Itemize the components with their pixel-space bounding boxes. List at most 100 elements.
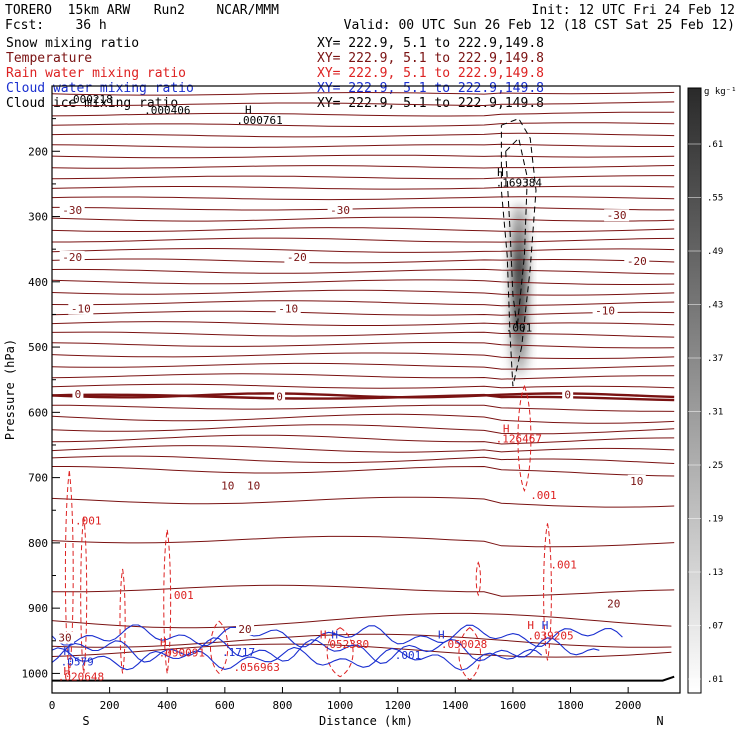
temperature-label-bg bbox=[604, 597, 623, 610]
y-tick-label: 700 bbox=[28, 472, 48, 485]
x-axis-title: Distance (km) bbox=[319, 714, 413, 728]
legend-field-name: Snow mixing ratio bbox=[6, 36, 139, 51]
rain-water-contour bbox=[209, 620, 229, 675]
temperature-contour bbox=[52, 373, 675, 380]
plot-area: -30 -30 -30 -20 -20 -20 -10 -10 -10 0 0 0 10 10 10 20 20… bbox=[52, 91, 675, 684]
value-annotation: .001 bbox=[75, 515, 102, 528]
temperature-contour bbox=[52, 404, 675, 412]
colorbar-tick-label: .31 bbox=[707, 408, 723, 418]
temperature-contour bbox=[52, 584, 675, 597]
x-tick-label: 1800 bbox=[557, 699, 584, 712]
plot-frame bbox=[51, 85, 681, 694]
temperature-label-bg bbox=[624, 254, 650, 267]
value-annotation: .169384 bbox=[496, 177, 543, 190]
temperature-contour bbox=[52, 321, 675, 326]
rain-water-contour bbox=[80, 516, 88, 674]
temperature-contour bbox=[52, 196, 675, 201]
rain-water-contour bbox=[64, 471, 74, 674]
temperature-label-bg bbox=[218, 479, 237, 492]
value-annotation: H bbox=[320, 628, 327, 641]
x-tick-label: 1400 bbox=[442, 699, 469, 712]
legend-field-name: Rain water mixing ratio bbox=[6, 66, 186, 81]
temperature-label: -20 bbox=[62, 251, 82, 264]
colorbar-tick-label: .13 bbox=[707, 568, 723, 578]
temperature-label-bg bbox=[244, 479, 263, 492]
value-annotation: .001 bbox=[550, 558, 577, 571]
temperature-label: -20 bbox=[627, 255, 647, 268]
temperature-contour bbox=[52, 434, 675, 445]
temperature-label: -10 bbox=[278, 303, 298, 316]
temperature-label-bg bbox=[274, 390, 286, 403]
cloud-ice-contour bbox=[505, 137, 528, 328]
temperature-contour bbox=[52, 289, 675, 296]
value-annotation: .0579 bbox=[61, 656, 94, 669]
header-forecast-hour: Fcst: 36 h bbox=[5, 18, 107, 33]
temperature-label: 30 bbox=[58, 632, 71, 645]
value-annotation: H bbox=[160, 636, 167, 649]
temperature-contour bbox=[52, 310, 675, 316]
colorbar: .61 .55 .49 .43 .37 .31 .25 .19 .13 .07 .01 g kg⁻¹ bbox=[687, 87, 737, 694]
temperature-contour bbox=[52, 122, 675, 127]
value-annotation: .056963 bbox=[233, 661, 279, 674]
rain-water-contour bbox=[543, 523, 552, 661]
temperature-label: -20 bbox=[287, 251, 307, 264]
x-tick-label: 1000 bbox=[327, 699, 354, 712]
y-tick-label: 900 bbox=[28, 602, 48, 615]
legend-field-name: Cloud ice mixing ratio bbox=[6, 96, 178, 111]
temperature-label-bg bbox=[68, 302, 94, 315]
temperature-contour bbox=[52, 279, 675, 285]
temperature-contour bbox=[52, 165, 675, 169]
temperature-contour bbox=[52, 185, 675, 190]
y-tick-label: 300 bbox=[28, 211, 48, 224]
y-tick-label: 1000 bbox=[22, 667, 49, 680]
temperature-contour bbox=[52, 143, 675, 148]
temperature-contour bbox=[52, 132, 675, 138]
header-valid-time: Valid: 00 UTC Sun 26 Feb 12 (18 CST Sat … bbox=[344, 18, 735, 33]
temperature-contour bbox=[52, 633, 672, 648]
temperature-label: -30 bbox=[62, 204, 82, 217]
value-annotation: .000761 bbox=[236, 114, 282, 127]
value-annotation: .001 bbox=[506, 321, 532, 334]
value-annotation: H bbox=[245, 103, 252, 116]
value-annotation: H bbox=[331, 628, 338, 641]
temperature-contour bbox=[52, 352, 675, 359]
temperature-label: 10 bbox=[630, 475, 643, 488]
temperature-contour bbox=[52, 175, 675, 180]
colorbar-scale bbox=[687, 87, 702, 694]
x-tick-label: 800 bbox=[273, 699, 293, 712]
header-init-time: Init: 12 UTC Fri 24 Feb 12 bbox=[532, 3, 736, 18]
rain-water-contour bbox=[326, 627, 354, 678]
colorbar-tick-label: .37 bbox=[707, 354, 723, 364]
legend-xy-range: XY= 222.9, 5.1 to 222.9,149.8 bbox=[317, 96, 544, 111]
value-annotation: .050028 bbox=[441, 638, 487, 651]
temperature-contour bbox=[52, 227, 675, 233]
temperature-contour bbox=[52, 101, 675, 107]
colorbar-units: g kg⁻¹ bbox=[704, 87, 737, 97]
temperature-label: -30 bbox=[330, 204, 350, 217]
temperature-contour bbox=[52, 247, 675, 253]
temperature-label-bg bbox=[284, 251, 310, 264]
value-annotation: .126467 bbox=[496, 432, 542, 445]
y-tick-label: 600 bbox=[28, 406, 48, 419]
temperature-label-bg bbox=[562, 388, 574, 401]
temperature-label: -10 bbox=[71, 303, 91, 316]
cloud-ice-contour bbox=[500, 117, 537, 387]
chart-header: TORERO 15km ARW Run2 NCAR/MMM Init: 12 U… bbox=[5, 3, 735, 33]
value-annotation: .001 bbox=[167, 589, 194, 602]
temperature-label-bg bbox=[236, 623, 255, 636]
x-tick-label: 0 bbox=[49, 699, 56, 712]
temperature-label: 10 bbox=[247, 479, 260, 492]
value-annotation: .1717 bbox=[222, 646, 255, 659]
x-tick-label: 600 bbox=[215, 699, 235, 712]
x-tick-label: 1200 bbox=[384, 699, 411, 712]
north-end-label: N bbox=[656, 714, 663, 728]
temperature-contour bbox=[52, 268, 675, 275]
x-tick-label: 2000 bbox=[615, 699, 642, 712]
legend-xy-range: XY= 222.9, 5.1 to 222.9,149.8 bbox=[317, 81, 544, 96]
value-annotation: H bbox=[527, 619, 534, 632]
temperature-contour bbox=[52, 643, 672, 658]
temperature-contour bbox=[52, 154, 675, 159]
value-annotation: H bbox=[64, 665, 71, 678]
cloud-water-contour bbox=[52, 637, 600, 664]
